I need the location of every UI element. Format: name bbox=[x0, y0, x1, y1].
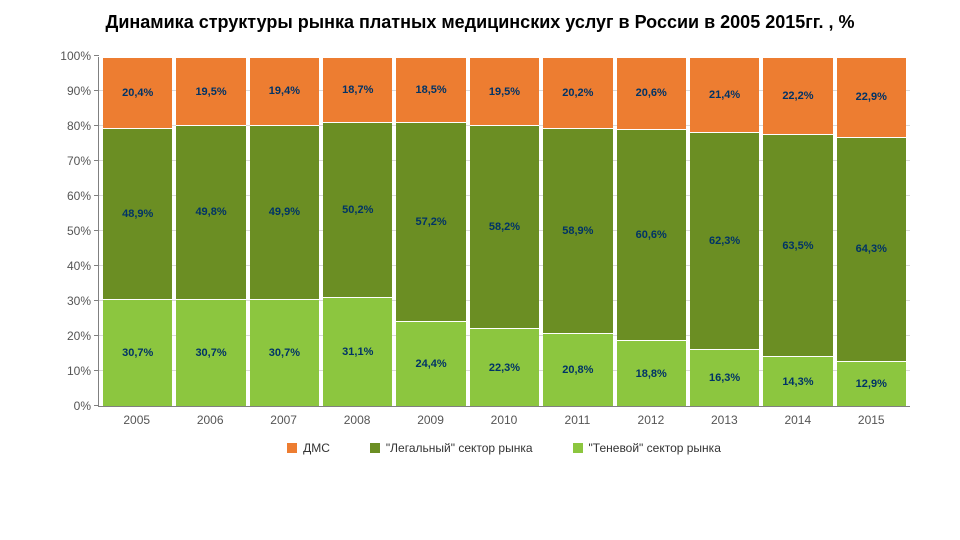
bar-column: 20,4%48,9%30,7% bbox=[103, 57, 172, 406]
x-tick-label: 2012 bbox=[616, 407, 685, 427]
bar-column: 19,5%58,2%22,3% bbox=[470, 57, 539, 406]
bar-segment-dms: 18,7% bbox=[323, 57, 392, 122]
legend-item-legal: "Легальный" сектор рынка bbox=[370, 441, 533, 455]
legend-label: "Теневой" сектор рынка bbox=[589, 441, 721, 455]
bar-segment-shadow: 30,7% bbox=[176, 299, 245, 406]
bar-segment-legal: 50,2% bbox=[323, 122, 392, 297]
y-tick-mark bbox=[94, 55, 99, 56]
bar-column: 20,2%58,9%20,8% bbox=[543, 57, 612, 406]
bar-column: 19,5%49,8%30,7% bbox=[176, 57, 245, 406]
bar-column: 21,4%62,3%16,3% bbox=[690, 57, 759, 406]
y-tick-label: 100% bbox=[51, 49, 91, 63]
bar-column: 19,4%49,9%30,7% bbox=[250, 57, 319, 406]
bar-segment-legal: 49,9% bbox=[250, 125, 319, 299]
chart-area: 0%10%20%30%40%50%60%70%80%90%100%20,4%48… bbox=[50, 57, 910, 455]
y-tick-label: 40% bbox=[51, 259, 91, 273]
x-tick-label: 2011 bbox=[543, 407, 612, 427]
x-axis-labels: 2005200620072008200920102011201220132014… bbox=[98, 407, 910, 427]
bar-segment-dms: 20,2% bbox=[543, 57, 612, 127]
bar-segment-dms: 22,2% bbox=[763, 57, 832, 134]
bar-segment-legal: 63,5% bbox=[763, 134, 832, 356]
bar-segment-shadow: 18,8% bbox=[617, 340, 686, 406]
bar-segment-dms: 19,5% bbox=[176, 57, 245, 125]
x-tick-label: 2007 bbox=[249, 407, 318, 427]
y-tick-mark bbox=[94, 405, 99, 406]
bar-segment-legal: 48,9% bbox=[103, 128, 172, 299]
x-tick-label: 2005 bbox=[102, 407, 171, 427]
bar-segment-dms: 19,4% bbox=[250, 57, 319, 125]
bar-segment-dms: 20,6% bbox=[617, 57, 686, 129]
legend-item-shadow: "Теневой" сектор рынка bbox=[573, 441, 721, 455]
legend-label: "Легальный" сектор рынка bbox=[386, 441, 533, 455]
y-tick-label: 0% bbox=[51, 399, 91, 413]
bar-segment-legal: 58,9% bbox=[543, 128, 612, 334]
bar-segment-shadow: 31,1% bbox=[323, 297, 392, 406]
bar-column: 18,5%57,2%24,4% bbox=[396, 57, 465, 406]
y-tick-label: 70% bbox=[51, 154, 91, 168]
legend-swatch bbox=[370, 443, 380, 453]
bar-segment-legal: 60,6% bbox=[617, 129, 686, 340]
chart-plot: 0%10%20%30%40%50%60%70%80%90%100%20,4%48… bbox=[98, 57, 910, 407]
legend-label: ДМС bbox=[303, 441, 330, 455]
bar-segment-shadow: 22,3% bbox=[470, 328, 539, 406]
x-tick-label: 2008 bbox=[322, 407, 391, 427]
bar-segment-legal: 62,3% bbox=[690, 132, 759, 349]
chart-legend: ДМС "Легальный" сектор рынка "Теневой" сек… bbox=[98, 427, 910, 455]
bar-column: 18,7%50,2%31,1% bbox=[323, 57, 392, 406]
legend-swatch bbox=[287, 443, 297, 453]
x-tick-label: 2014 bbox=[763, 407, 832, 427]
bar-segment-shadow: 20,8% bbox=[543, 333, 612, 406]
x-tick-label: 2010 bbox=[469, 407, 538, 427]
y-tick-label: 60% bbox=[51, 189, 91, 203]
bar-segment-legal: 57,2% bbox=[396, 122, 465, 321]
bar-segment-dms: 18,5% bbox=[396, 57, 465, 122]
y-tick-label: 10% bbox=[51, 364, 91, 378]
bar-segment-legal: 49,8% bbox=[176, 125, 245, 299]
bar-segment-shadow: 24,4% bbox=[396, 321, 465, 406]
bar-segment-shadow: 30,7% bbox=[250, 299, 319, 406]
bar-segment-shadow: 14,3% bbox=[763, 356, 832, 406]
bar-segment-shadow: 30,7% bbox=[103, 299, 172, 406]
x-tick-label: 2006 bbox=[175, 407, 244, 427]
bar-segment-dms: 20,4% bbox=[103, 57, 172, 128]
y-tick-label: 30% bbox=[51, 294, 91, 308]
x-tick-label: 2015 bbox=[837, 407, 906, 427]
bar-segment-dms: 19,5% bbox=[470, 57, 539, 125]
legend-swatch bbox=[573, 443, 583, 453]
bar-column: 22,9%64,3%12,9% bbox=[837, 57, 906, 406]
y-tick-label: 20% bbox=[51, 329, 91, 343]
bar-column: 22,2%63,5%14,3% bbox=[763, 57, 832, 406]
bar-segment-shadow: 12,9% bbox=[837, 361, 906, 406]
chart-title: Динамика структуры рынка платных медицин… bbox=[20, 12, 940, 33]
bar-column: 20,6%60,6%18,8% bbox=[617, 57, 686, 406]
legend-item-dms: ДМС bbox=[287, 441, 330, 455]
bar-segment-shadow: 16,3% bbox=[690, 349, 759, 406]
y-tick-label: 80% bbox=[51, 119, 91, 133]
bar-segment-legal: 64,3% bbox=[837, 137, 906, 361]
bar-segment-legal: 58,2% bbox=[470, 125, 539, 328]
x-tick-label: 2009 bbox=[396, 407, 465, 427]
y-tick-label: 90% bbox=[51, 84, 91, 98]
y-tick-label: 50% bbox=[51, 224, 91, 238]
bar-segment-dms: 21,4% bbox=[690, 57, 759, 132]
x-tick-label: 2013 bbox=[690, 407, 759, 427]
bar-segment-dms: 22,9% bbox=[837, 57, 906, 137]
